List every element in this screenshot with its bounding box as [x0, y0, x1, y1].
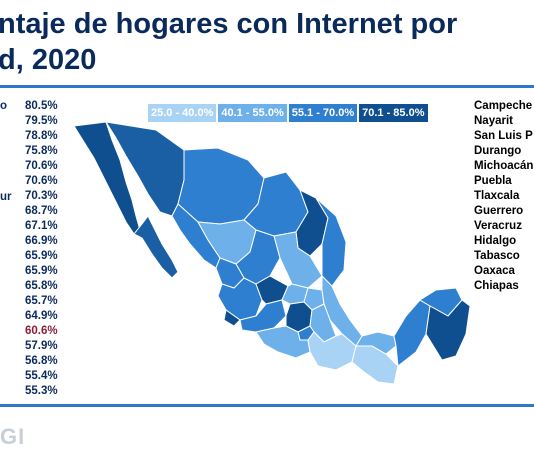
percentage-value: 68.7% — [25, 205, 58, 217]
state-sonora — [104, 121, 185, 217]
percentage-value: 67.1% — [25, 220, 58, 232]
state-name: Chiapas — [474, 280, 519, 292]
state-name: Tabasco — [474, 250, 520, 262]
left-label: o — [0, 100, 8, 112]
page-title: ntaje de hogares con Internet por d, 202… — [0, 6, 534, 78]
title-line-2: d, 2020 — [0, 44, 97, 76]
top-divider — [0, 85, 534, 88]
state-baja-california-sur — [133, 215, 179, 279]
state-quintana-roo — [425, 299, 471, 361]
state-name: Campeche — [474, 100, 533, 112]
percentage-value: 66.9% — [25, 235, 58, 247]
percentage-value: 70.3% — [25, 190, 58, 202]
percentage-value: 78.8% — [25, 130, 58, 142]
percentage-value: 56.8% — [25, 355, 58, 367]
state-jalisco — [217, 277, 263, 321]
percentage-value: 79.5% — [25, 115, 58, 127]
left-label: ur — [0, 191, 12, 203]
legend-item: 70.1 - 85.0% — [359, 104, 428, 122]
state-name: San Luis P — [474, 130, 533, 142]
percentage-value: 65.8% — [25, 280, 58, 292]
legend-item: 25.0 - 40.0% — [148, 104, 217, 122]
state-name: Durango — [474, 145, 522, 157]
percentage-value: 55.3% — [25, 385, 58, 397]
state-tabasco — [355, 331, 397, 355]
map-legend: 25.0 - 40.0% 40.1 - 55.0% 55.1 - 70.0% 7… — [148, 104, 430, 122]
state-name: Puebla — [474, 175, 512, 187]
state-chiapas — [351, 345, 399, 385]
mexico-choropleth-map — [73, 121, 471, 385]
state-colima — [223, 309, 241, 327]
state-name: Guerrero — [474, 205, 524, 217]
state-name: Tlaxcala — [474, 190, 520, 202]
state-name: Michoacán — [474, 160, 534, 172]
percentage-value: 70.6% — [25, 160, 58, 172]
percentage-value: 65.9% — [25, 250, 58, 262]
state-name: Nayarit — [474, 115, 513, 127]
state-name: Hidalgo — [474, 235, 517, 247]
percentage-value: 57.9% — [25, 340, 58, 352]
bottom-divider — [0, 404, 534, 407]
percentage-value: 55.4% — [25, 370, 58, 382]
percentage-value: 80.5% — [25, 100, 58, 112]
state-name: Oaxaca — [474, 265, 515, 277]
inegi-logo: GI — [0, 424, 26, 449]
title-line-1: ntaje de hogares con Internet por — [0, 8, 458, 40]
state-campeche — [393, 299, 431, 367]
legend-item: 40.1 - 55.0% — [218, 104, 287, 122]
percentage-value: 64.9% — [25, 310, 58, 322]
state-name: Veracruz — [474, 220, 522, 232]
legend-item: 55.1 - 70.0% — [288, 104, 358, 122]
state-oaxaca — [307, 331, 357, 371]
percentage-value: 70.6% — [25, 175, 58, 187]
percentage-value: 65.9% — [25, 265, 58, 277]
percentage-value: 65.7% — [25, 295, 58, 307]
percentage-value: 60.6% — [25, 325, 58, 337]
percentage-value: 75.8% — [25, 145, 58, 157]
